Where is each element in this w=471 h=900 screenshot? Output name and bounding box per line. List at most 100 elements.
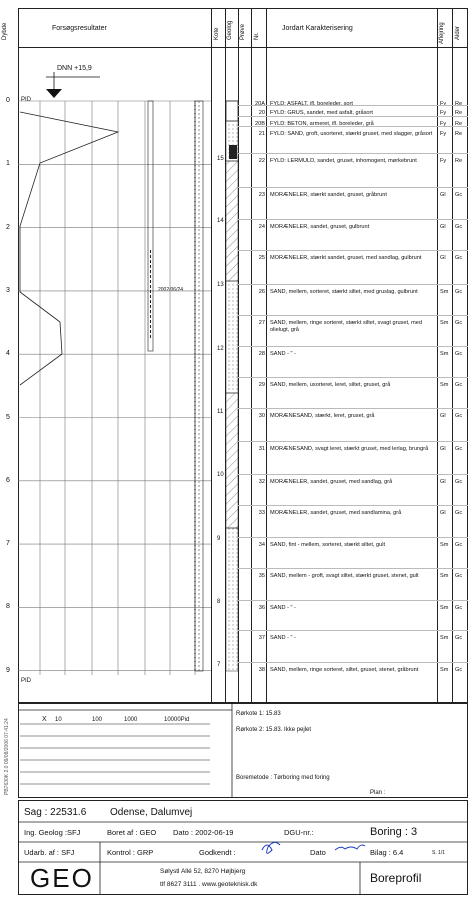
dato2: Dato [310,848,326,857]
kote-tick: 15 [217,156,224,162]
layer-divider [238,630,468,631]
scale-x-label: X [42,716,47,723]
dato: Dato : 2002-06-19 [173,828,234,837]
side-print-info: PB7630K 2.0 09/08/2006 07:41:24 [4,718,10,795]
layer-nr: 34 [258,542,265,548]
layer-alder: Gc [455,224,463,230]
layer-aflejring: Fy [440,121,447,127]
layer-aflejring: Fy [440,101,447,107]
layer-aflejring: Sm [440,635,449,641]
kote-tick: 9 [217,536,221,542]
layer-alder: Gc [455,192,463,198]
kote-tick: 8 [217,599,221,605]
layer-divider [238,505,468,506]
layer-divider [238,408,468,409]
log-frame [18,8,468,703]
layer-divider [238,600,468,601]
layer-alder: Re [455,158,463,164]
page-number: S. 1/1 [432,850,446,856]
depth-tick: 3 [6,286,10,294]
layer-nr: 22 [258,158,265,164]
layer-nr: 35 [258,573,265,579]
layer-description: FYLD: GRUS, sandet, med asfalt, gråsort [270,110,373,116]
layer-alder: Gc [455,605,463,611]
signature-2 [334,844,366,851]
layer-aflejring: Sm [440,667,449,673]
layer-description: MORÆNELER, stærkt sandet, gruset, gråbru… [270,192,387,198]
layer-aflejring: Gl [440,224,446,230]
layer-alder: Re [455,131,463,137]
layer-nr: 30 [258,413,265,419]
depth-tick: 0 [6,97,10,104]
layer-description: FYLD: LERMULD, sandet, gruset, inhomogen… [270,158,417,164]
layer-alder: Re [455,110,463,116]
layer-description: SAND - " - [270,605,296,611]
layer-nr: 32 [258,479,265,485]
layer-alder: Gc [455,635,463,641]
pid-label-top: PID [21,97,32,103]
scale-tick-100: 100 [92,717,103,723]
address-line-1: Sølystl Allé 52, 8270 Højbjerg [160,868,246,875]
layer-aflejring: Fy [440,110,447,116]
layer-nr: 37 [258,635,265,641]
layer-aflejring: Sm [440,382,449,388]
soil-header: Jordart Karakterisering [282,25,353,32]
depth-tick: 8 [6,603,10,611]
plan: Plan : [370,790,386,796]
layer-aflejring: Gl [440,413,446,419]
layer-divider [238,537,468,538]
location: Odense, Dalumvej [110,807,193,818]
depth-tick: 1 [6,160,10,168]
layer-description: MORÆNESAND, svagt leret, stærkt gruset, … [270,446,429,452]
kote-tick: 11 [217,409,224,415]
layer-description: FYLD: BETON, armeret, ifl. boreleder, gr… [270,121,374,127]
layer-alder: Gc [455,413,463,419]
layer-nr: 29 [258,382,265,388]
boremetode: Boremetode : Tørboring med foring [236,775,330,781]
layer-divider [238,250,468,251]
sag: Sag : 22531.6 [24,807,87,818]
layer-nr: 27 [258,320,265,326]
layer-alder: Re [455,101,463,107]
layer-alder: Gc [455,542,463,548]
pid-label-bottom: PID [21,678,32,684]
layer-alder: Gc [455,479,463,485]
layer-nr: 38 [258,667,265,673]
address-line-2: tlf 8627 3111 . www.geoteknisk.dk [160,881,258,888]
kote-tick: 14 [217,218,224,224]
kote-tick: 12 [217,346,224,352]
layer-nr: 36 [258,605,265,611]
layer-divider [238,219,468,220]
layer-aflejring: Fy [440,131,447,137]
layer-aflejring: Gl [440,510,446,516]
layer-description: MORÆNESAND, stærkt, leret, gruset, grå [270,413,375,419]
layer-nr: 24 [258,224,265,230]
layer-aflejring: Sm [440,289,449,295]
layer-aflejring: Gl [440,192,446,198]
layer-divider [238,187,468,188]
layer-aflejring: Fy [440,158,447,164]
layer-description: MORÆNELER, stærkt sandet, gruset, med sa… [270,255,422,261]
layer-aflejring: Sm [440,573,449,579]
layer-nr: 20A [255,101,265,107]
layer-aflejring: Sm [440,542,449,548]
results-header: Forsøgsresultater [52,25,107,32]
depth-tick: 4 [6,350,10,358]
dnn-marker [46,89,62,98]
layer-description: FYLD: SAND, groft, usorteret, stærkt gru… [270,131,433,137]
layer-divider [238,126,468,127]
layer-alder: Gc [455,510,463,516]
layer-alder: Gc [455,382,463,388]
layer-alder: Gc [455,320,463,326]
depth-tick: 5 [6,413,10,421]
layer-alder: Gc [455,573,463,579]
layer-nr: 23 [258,192,265,198]
layer-description: MORÆNELER, sandet, gruset, med sandlamin… [270,510,402,516]
layer-description: SAND, mellem, usorteret, leret, siltet, … [270,382,391,388]
well-pipe [147,100,154,352]
geo-logo: GEO [30,863,94,893]
layer-divider [238,105,468,106]
depth-tick: 7 [6,540,10,548]
layer-description: FYLD: ASFALT, ifl. boreleder, sort [270,101,353,107]
layer-description: SAND, mellem, ringe sorteret, siltet, gr… [270,667,419,673]
